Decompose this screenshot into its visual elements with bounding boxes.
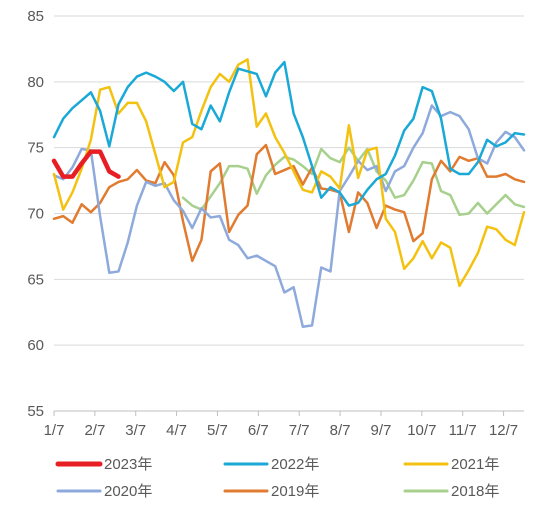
legend: 2023年 2022年 2021年 2020年 2019年 2018年 <box>55 456 499 500</box>
x-tick-label: 5/7 <box>207 422 228 439</box>
legend-label-4: 2019年 <box>271 483 319 500</box>
y-tick-label: 80 <box>27 74 44 91</box>
y-axis: 55 60 65 70 75 80 85 <box>27 8 44 420</box>
series-line-0 <box>51 149 121 179</box>
x-tick-label: 4/7 <box>166 422 187 439</box>
x-tick-label: 11/7 <box>449 422 477 439</box>
x-tick-label: 2/7 <box>84 422 105 439</box>
y-tick-label: 70 <box>27 206 44 223</box>
y-tick-label: 60 <box>27 337 44 354</box>
x-tick-label: 8/7 <box>330 422 351 439</box>
y-tick-label: 65 <box>27 271 44 288</box>
x-tick-label: 6/7 <box>248 422 269 439</box>
legend-label-3: 2020年 <box>104 483 152 500</box>
y-tick-label: 55 <box>27 403 44 420</box>
legend-label-2: 2021年 <box>451 456 499 473</box>
x-tick-label: 12/7 <box>489 422 518 439</box>
legend-label-5: 2018年 <box>451 483 499 500</box>
legend-label-0: 2023年 <box>104 456 152 473</box>
x-tick-label: 9/7 <box>371 422 392 439</box>
series-line-1 <box>52 60 526 207</box>
x-axis: 1/7 2/7 3/7 4/7 5/7 6/7 7/7 8/7 9/7 10/7 11/7 12/7 <box>44 410 524 439</box>
series-lines <box>51 58 526 328</box>
x-tick-label: 10/7 <box>407 422 436 439</box>
y-tick-label: 85 <box>27 8 44 25</box>
x-tick-label: 1/7 <box>44 422 65 439</box>
series-line-4 <box>52 143 526 263</box>
legend-label-1: 2022年 <box>271 456 319 473</box>
x-tick-label: 7/7 <box>289 422 310 439</box>
series-line-3 <box>52 104 526 328</box>
series-line-2 <box>52 58 526 288</box>
x-tick-label: 3/7 <box>125 422 146 439</box>
y-tick-label: 75 <box>27 140 44 157</box>
